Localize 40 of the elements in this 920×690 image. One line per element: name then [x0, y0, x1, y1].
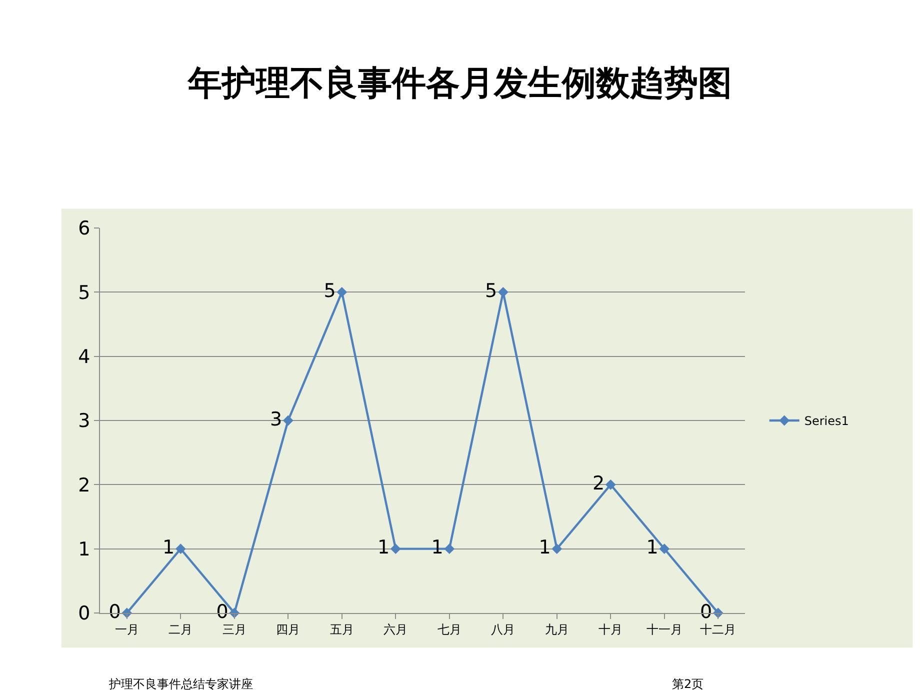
- y-tick-label: 4: [78, 346, 90, 368]
- data-label: 2: [592, 472, 605, 494]
- point: [498, 286, 508, 298]
- x-tick-label: 八月: [491, 622, 516, 636]
- point: [605, 479, 616, 490]
- point: [552, 544, 562, 554]
- x-tick-label: 六月: [384, 622, 408, 636]
- legend-label: Series1: [804, 414, 849, 428]
- point: [444, 544, 455, 554]
- data-label: 5: [485, 280, 498, 302]
- x-tick-label: 十月: [598, 622, 623, 636]
- x-tick-label: 十一月: [646, 622, 682, 636]
- x-tick-label: 五月: [330, 622, 354, 636]
- y-tick-label: 3: [78, 410, 90, 432]
- point: [282, 415, 294, 426]
- y-tick-label: 2: [78, 474, 90, 496]
- x-tick-label: 九月: [544, 622, 569, 636]
- y-tick-label: 0: [78, 602, 90, 625]
- point: [175, 544, 186, 554]
- data-label: 5: [324, 280, 336, 302]
- x-tick-label: 二月: [168, 622, 193, 636]
- data-label: 1: [646, 536, 658, 559]
- text: 护理不良事件总结专家讲座: [108, 677, 253, 690]
- data-label: 1: [538, 536, 551, 559]
- data-label: 1: [162, 536, 175, 559]
- y-tick-label: 5: [78, 282, 90, 304]
- point: [659, 544, 670, 554]
- x-tick-label: 十二月: [700, 622, 736, 636]
- y-tick-label: 6: [78, 218, 90, 240]
- data-label: 3: [270, 408, 282, 430]
- text: 第2页: [672, 677, 704, 690]
- x-tick-label: 一月: [114, 622, 139, 636]
- chart-title: 年护理不良事件各月发生例数趋势图: [187, 64, 732, 104]
- x-tick-label: 四月: [276, 622, 300, 636]
- y-tick-label: 1: [78, 538, 90, 560]
- x-tick-label: 七月: [437, 622, 462, 636]
- x-tick-label: 三月: [222, 622, 246, 636]
- point: [336, 286, 348, 298]
- data-label: 1: [378, 536, 390, 559]
- point: [390, 544, 401, 554]
